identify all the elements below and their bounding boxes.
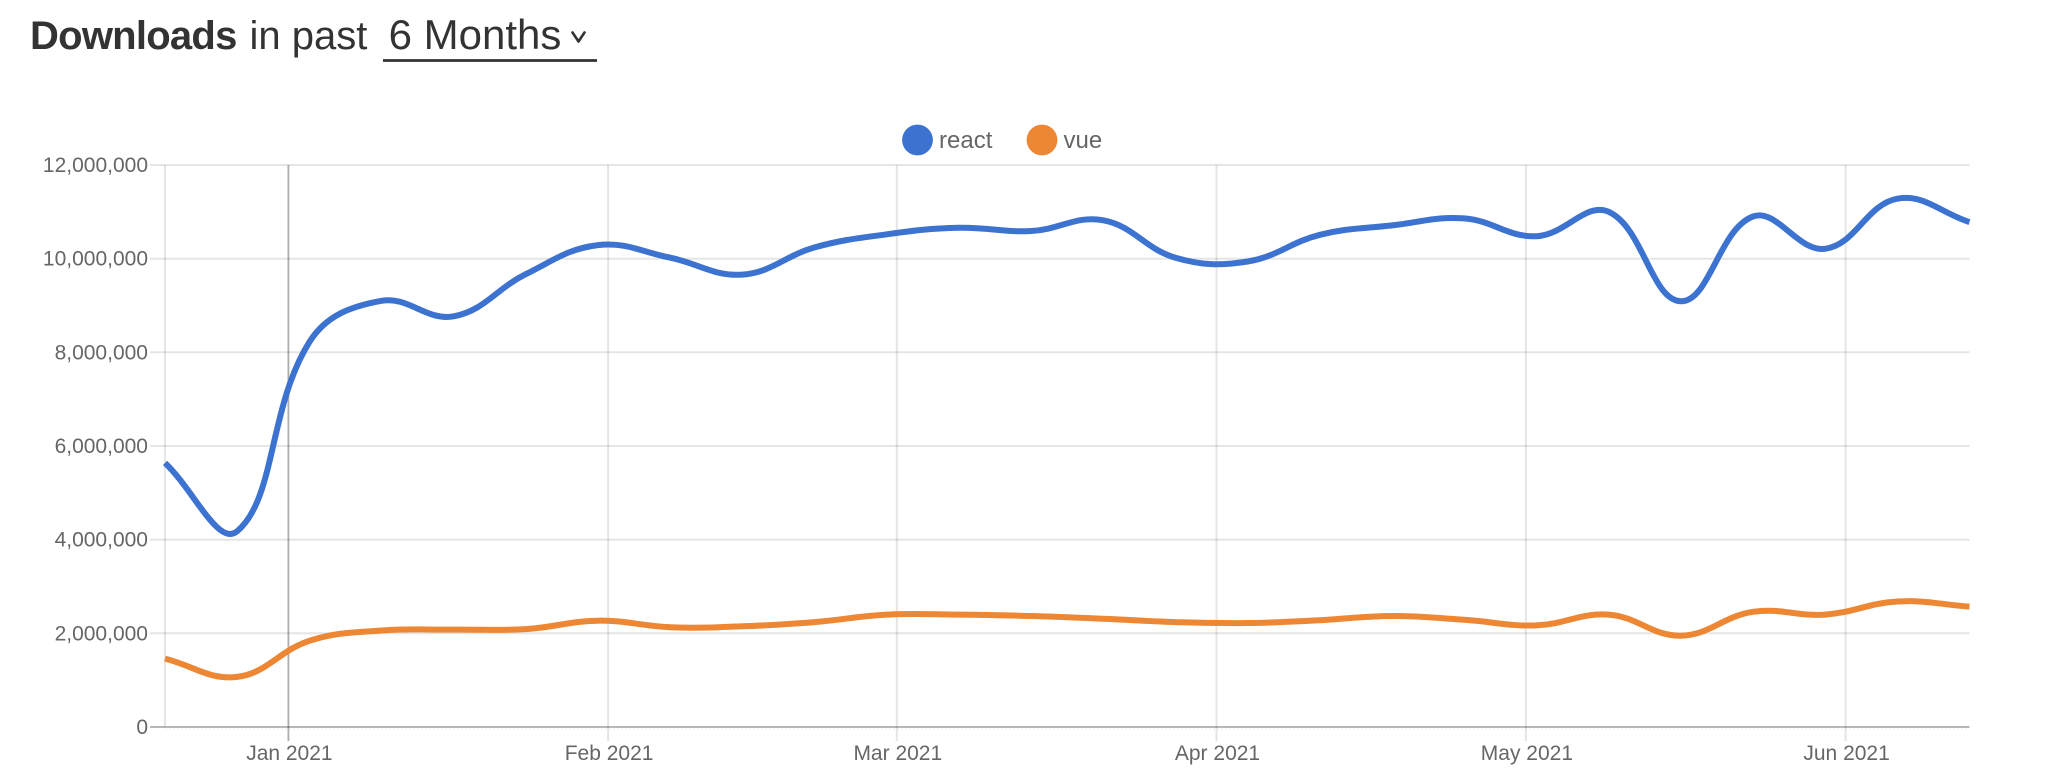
svg-text:vue: vue xyxy=(1064,127,1103,154)
svg-text:4,000,000: 4,000,000 xyxy=(55,529,148,552)
svg-text:Downloads: Downloads xyxy=(30,14,237,58)
svg-text:0: 0 xyxy=(136,716,148,739)
svg-text:Mar 2021: Mar 2021 xyxy=(853,742,942,765)
svg-text:2,000,000: 2,000,000 xyxy=(55,622,148,645)
svg-text:Feb 2021: Feb 2021 xyxy=(565,742,654,765)
svg-text:6 Months: 6 Months xyxy=(389,11,562,58)
svg-text:May 2021: May 2021 xyxy=(1481,742,1573,765)
svg-text:in past: in past xyxy=(250,14,368,58)
svg-text:10,000,000: 10,000,000 xyxy=(43,248,148,271)
svg-text:8,000,000: 8,000,000 xyxy=(55,341,148,364)
svg-text:Apr 2021: Apr 2021 xyxy=(1175,742,1260,765)
svg-text:Jan 2021: Jan 2021 xyxy=(246,742,332,765)
svg-text:12,000,000: 12,000,000 xyxy=(43,154,148,177)
svg-text:Jun 2021: Jun 2021 xyxy=(1803,742,1889,765)
svg-text:react: react xyxy=(939,127,993,154)
svg-text:6,000,000: 6,000,000 xyxy=(55,435,148,458)
